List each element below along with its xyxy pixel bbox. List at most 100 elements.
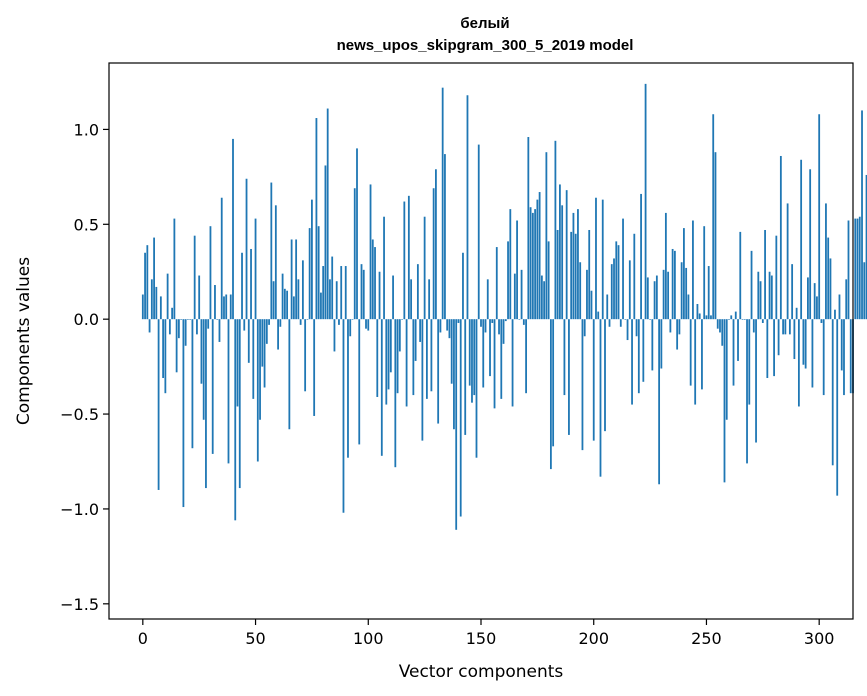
bar — [387, 319, 390, 390]
bar — [202, 319, 205, 420]
bar — [836, 319, 839, 496]
bar — [631, 319, 633, 405]
bar — [660, 319, 663, 369]
bar — [777, 319, 780, 356]
bar — [311, 199, 313, 320]
bar — [416, 264, 419, 320]
bar — [495, 247, 498, 320]
x-tick-label: 200 — [578, 629, 609, 648]
bar — [601, 199, 604, 320]
bar — [227, 319, 230, 464]
bar — [583, 319, 586, 337]
bar — [669, 319, 672, 333]
bar — [378, 271, 381, 320]
bar — [164, 319, 167, 394]
bar — [367, 319, 370, 331]
bar — [847, 220, 850, 320]
bar — [466, 95, 469, 320]
bar — [547, 241, 550, 320]
bar — [662, 269, 665, 320]
bar — [428, 279, 431, 320]
bar — [712, 114, 715, 320]
bar — [356, 148, 358, 320]
bar — [831, 319, 834, 466]
bar — [822, 319, 825, 396]
bar — [703, 226, 706, 320]
bar — [301, 260, 304, 320]
bar — [351, 319, 354, 320]
bar — [403, 201, 406, 320]
bar — [608, 319, 611, 327]
bar — [421, 319, 424, 441]
y-tick-label: 1.0 — [74, 120, 99, 139]
bar — [509, 209, 512, 320]
bar — [335, 281, 338, 320]
bar — [324, 165, 327, 320]
bar — [464, 319, 467, 435]
bar — [374, 247, 376, 320]
bar — [624, 319, 627, 320]
x-tick-label: 300 — [804, 629, 835, 648]
bar — [407, 195, 410, 320]
bar — [692, 220, 694, 320]
bar — [570, 231, 573, 320]
bar — [437, 319, 440, 424]
bar — [297, 279, 300, 320]
bar — [513, 273, 516, 320]
bar — [385, 319, 388, 405]
bar — [412, 319, 415, 396]
bar — [398, 319, 401, 352]
bar — [606, 294, 609, 320]
bar — [484, 319, 487, 333]
bar — [730, 315, 733, 320]
bar — [457, 319, 460, 323]
bar — [430, 319, 433, 392]
bar — [432, 188, 435, 320]
bar — [804, 319, 807, 369]
chart-title-line2: news_upos_skipgram_300_5_2019 model — [337, 37, 634, 54]
bar — [493, 319, 496, 409]
bar — [797, 319, 800, 407]
bar — [405, 319, 408, 407]
bar — [448, 319, 451, 339]
bar — [200, 319, 203, 384]
bar — [500, 319, 503, 399]
bar — [220, 197, 223, 320]
bar — [196, 319, 198, 335]
bar — [788, 319, 791, 335]
bar — [326, 108, 329, 320]
bar — [775, 235, 778, 320]
bar — [664, 212, 667, 320]
bar — [619, 319, 622, 327]
bar — [768, 271, 771, 320]
bar — [820, 319, 823, 323]
bar — [689, 319, 692, 386]
bar — [425, 319, 428, 399]
bar — [453, 319, 455, 430]
bar — [752, 319, 755, 333]
bar — [786, 203, 789, 320]
bar — [340, 266, 343, 320]
bar — [241, 252, 243, 320]
bar — [184, 319, 187, 346]
bar — [265, 319, 268, 344]
bar — [225, 294, 228, 320]
bar — [455, 319, 458, 530]
bar — [667, 271, 670, 320]
bar — [444, 154, 446, 320]
bar — [559, 184, 561, 320]
bar — [317, 226, 320, 320]
bar — [858, 216, 861, 320]
bar — [721, 319, 724, 346]
bar — [459, 319, 462, 517]
bar — [193, 235, 196, 320]
bar — [746, 319, 748, 464]
bar — [439, 319, 442, 333]
bar — [450, 319, 453, 384]
bar — [590, 290, 593, 320]
bar — [299, 319, 302, 325]
bar — [554, 140, 557, 320]
bars-group — [141, 83, 867, 530]
bar — [441, 87, 444, 320]
